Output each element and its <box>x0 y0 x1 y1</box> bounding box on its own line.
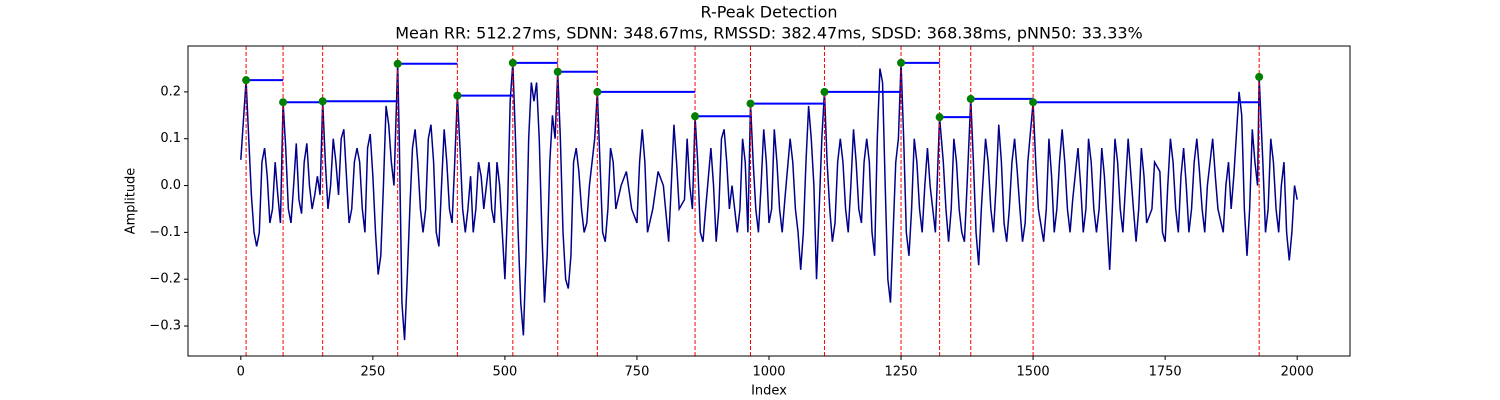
r-peak <box>897 58 906 67</box>
x-tick-label: 750 <box>625 365 650 380</box>
y-tick-label: 0.1 <box>160 131 181 146</box>
r-peak <box>393 59 402 68</box>
x-axis-label: Index <box>751 384 787 399</box>
r-peak <box>1255 72 1264 81</box>
y-tick-label: −0.1 <box>149 225 181 240</box>
x-tick-label: 1500 <box>1017 365 1050 380</box>
r-peak <box>746 99 755 108</box>
x-tick-label: 250 <box>360 365 385 380</box>
x-tick-label: 500 <box>492 365 517 380</box>
y-axis-label: Amplitude <box>124 168 139 235</box>
r-peak <box>1029 98 1038 107</box>
x-tick-label: 1750 <box>1149 365 1182 380</box>
r-peak <box>691 112 700 121</box>
r-peak <box>593 87 602 96</box>
r-peak <box>508 58 517 67</box>
y-tick-label: 0.0 <box>160 178 181 193</box>
r-peak <box>966 94 975 103</box>
r-peak <box>820 87 829 96</box>
y-tick-label: −0.2 <box>149 272 181 287</box>
y-tick-label: −0.3 <box>149 319 181 334</box>
x-tick-label: 1250 <box>884 365 917 380</box>
signal-line <box>240 62 1298 341</box>
r-peak <box>318 97 327 106</box>
r-peak <box>453 91 462 100</box>
x-tick-label: 0 <box>237 365 245 380</box>
chart-title: R-Peak Detection <box>700 3 837 22</box>
r-peak <box>242 76 251 85</box>
plot-frame <box>187 45 1351 357</box>
chart-subtitle: Mean RR: 512.27ms, SDNN: 348.67ms, RMSSD… <box>395 24 1143 43</box>
r-peak <box>935 113 944 122</box>
r-peak <box>279 98 288 107</box>
x-tick-label: 2000 <box>1281 365 1314 380</box>
r-peak <box>553 67 562 76</box>
y-tick-label: 0.2 <box>160 84 181 99</box>
x-tick-label: 1000 <box>752 365 785 380</box>
